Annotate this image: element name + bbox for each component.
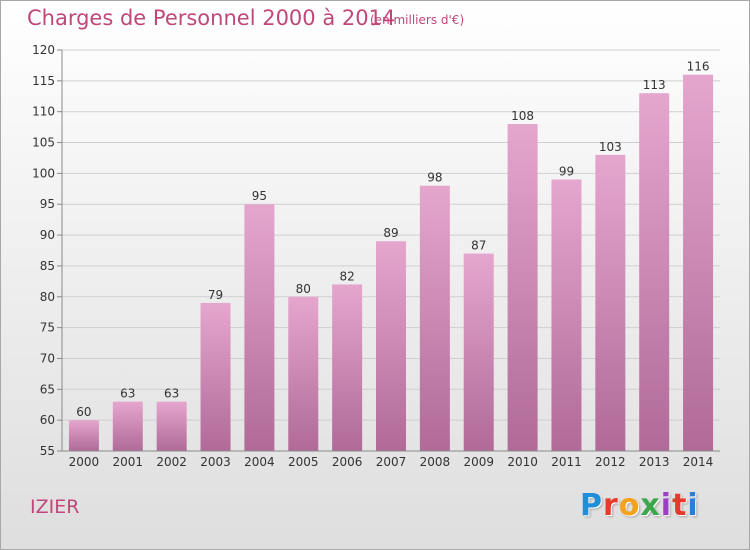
y-tick-label: 115: [32, 74, 55, 88]
data-label: 60: [76, 405, 91, 419]
y-tick-label: 85: [40, 259, 55, 273]
bar-2008: [419, 185, 450, 451]
data-label: 87: [471, 239, 486, 253]
data-label: 99: [559, 165, 574, 179]
bar-2001: [112, 401, 143, 451]
y-tick-label: 65: [40, 382, 55, 396]
logo-letter: t: [672, 488, 688, 523]
x-tick-label: 2001: [113, 455, 144, 469]
data-label: 95: [252, 189, 267, 203]
data-label: 89: [383, 226, 398, 240]
x-tick-label: 2002: [156, 455, 187, 469]
y-tick-label: 75: [40, 321, 55, 335]
x-tick-label: 2006: [332, 455, 363, 469]
bar-2010: [507, 124, 538, 452]
data-label: 103: [599, 140, 622, 154]
bar-2007: [376, 241, 406, 451]
data-label: 82: [339, 269, 354, 283]
y-tick-label: 100: [32, 166, 55, 180]
y-tick-label: 110: [32, 105, 55, 119]
bar-2011: [551, 179, 582, 452]
x-tick-label: 2012: [595, 455, 626, 469]
bar-2002: [156, 401, 187, 451]
y-tick-label: 55: [40, 444, 55, 458]
bar-2012: [595, 154, 626, 451]
bar-2004: [244, 204, 275, 451]
data-label: 113: [643, 78, 666, 92]
bar-2003: [200, 302, 231, 451]
x-tick-label: 2013: [639, 455, 670, 469]
x-tick-label: 2003: [200, 455, 231, 469]
x-tick-label: 2010: [507, 455, 538, 469]
y-tick-label: 90: [40, 228, 55, 242]
x-tick-label: 2014: [683, 455, 714, 469]
x-tick-label: 2005: [288, 455, 319, 469]
logo-letter: P: [580, 488, 603, 523]
y-tick-label: 95: [40, 197, 55, 211]
logo-letter: i: [687, 488, 699, 523]
data-label: 116: [687, 60, 710, 74]
town-name: IZIER: [30, 496, 80, 518]
y-tick-label: 60: [40, 413, 55, 427]
bars: 60 63 63 79 95 80 82 89 98 87 108 99 103 113 116: [68, 60, 714, 452]
logo-letter: r: [603, 488, 619, 523]
bar-2005: [288, 296, 319, 451]
x-tick-label: 2011: [551, 455, 582, 469]
data-label: 79: [208, 288, 223, 302]
bar-2000: [68, 420, 99, 451]
x-tick-label: 2000: [69, 455, 100, 469]
bar-2009: [463, 253, 494, 451]
x-tick-label: 2007: [376, 455, 407, 469]
bar-2006: [332, 284, 363, 451]
data-label: 63: [120, 387, 135, 401]
y-tick-label: 105: [32, 136, 55, 150]
chart-title: Charges de Personnel 2000 à 2014: [27, 6, 396, 30]
y-tick-label: 120: [32, 43, 55, 57]
data-label: 98: [427, 171, 442, 185]
bar-2014: [683, 74, 714, 451]
x-tick-label: 2008: [420, 455, 451, 469]
bar-2013: [639, 93, 670, 451]
logo-letter: x: [640, 488, 661, 523]
logo-letter: o: [618, 488, 641, 523]
logo-letter: i: [660, 488, 673, 523]
axes: 55 60 65 70 75 80 85 90 95 100 105 110 115 120 2000 200…: [32, 43, 720, 469]
y-tick-label: 70: [40, 351, 55, 365]
x-tick-label: 2009: [463, 455, 494, 469]
x-tick-label: 2004: [244, 455, 275, 469]
data-label: 63: [164, 387, 179, 401]
data-label: 108: [511, 109, 534, 123]
proxiti-logo: Proxiti: [580, 488, 699, 523]
y-tick-label: 80: [40, 290, 55, 304]
data-label: 80: [296, 282, 311, 296]
chart-unit: (en milliers d'€): [370, 13, 465, 27]
